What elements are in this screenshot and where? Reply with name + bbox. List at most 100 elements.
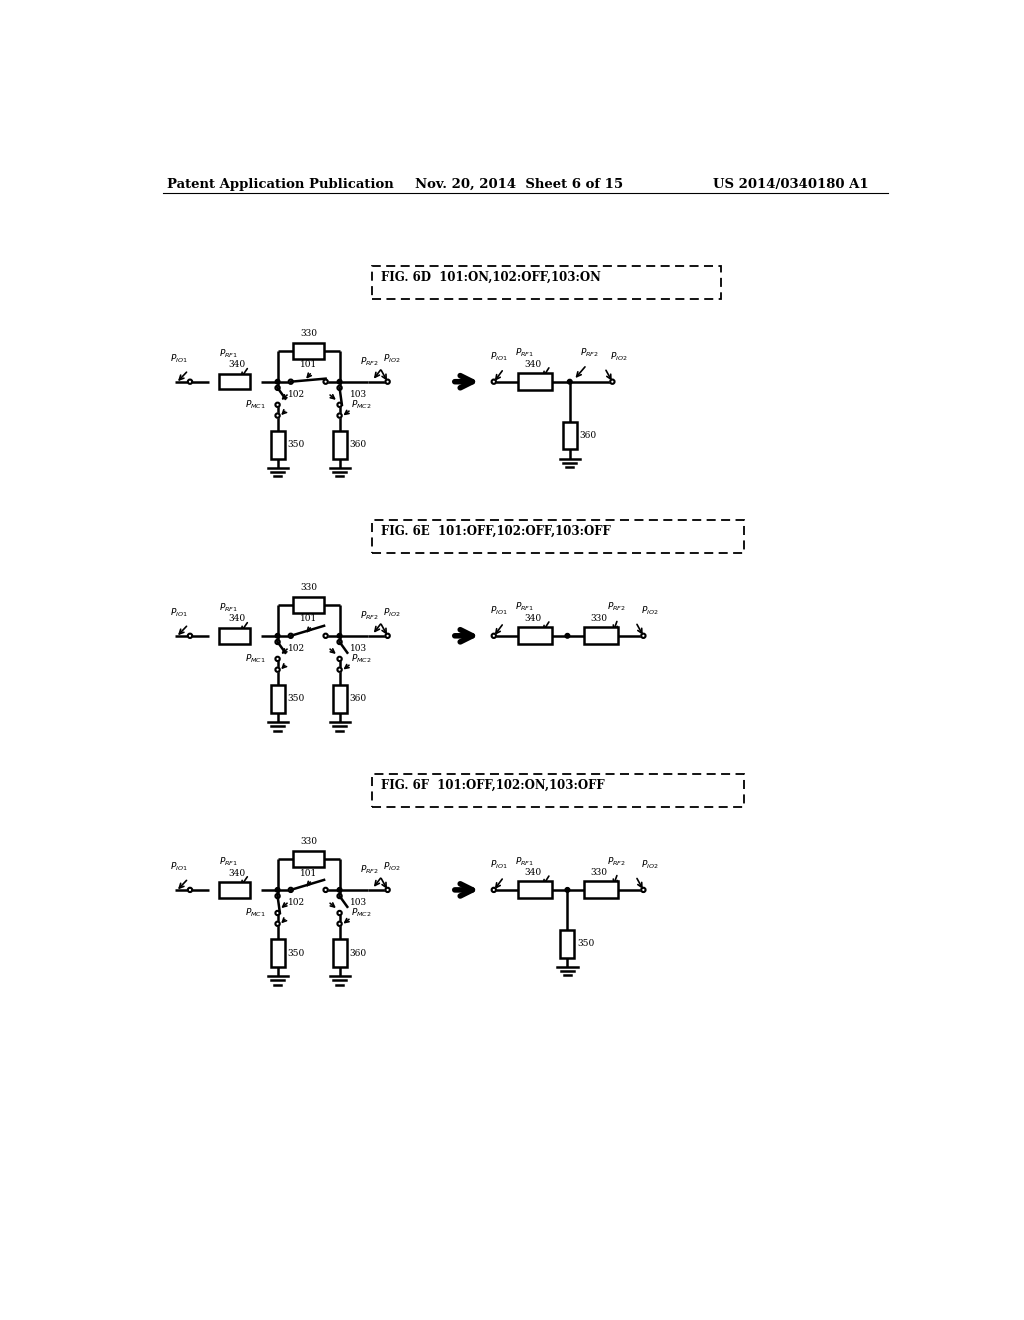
Circle shape [492,380,496,384]
Text: 340: 340 [524,867,542,876]
Text: $P_{RF2}$: $P_{RF2}$ [360,863,379,876]
Circle shape [324,380,328,384]
Text: $P_{RF2}$: $P_{RF2}$ [607,855,626,867]
Text: 103: 103 [350,391,368,399]
Circle shape [289,634,293,638]
Circle shape [565,887,569,892]
Circle shape [275,379,280,384]
Text: $P_{RF1}$: $P_{RF1}$ [219,602,239,614]
Text: $P_{IO1}$: $P_{IO1}$ [170,352,187,364]
Bar [270,432,285,459]
Bar [293,851,324,867]
FancyBboxPatch shape [372,520,744,553]
Bar [584,627,617,644]
Circle shape [385,634,390,638]
Text: FIG. 6F  101:OFF,102:ON,103:OFF: FIG. 6F 101:OFF,102:ON,103:OFF [381,779,605,792]
Text: FIG. 6E  101:OFF,102:OFF,103:OFF: FIG. 6E 101:OFF,102:OFF,103:OFF [381,525,611,539]
FancyBboxPatch shape [372,775,744,807]
Circle shape [337,634,342,638]
Circle shape [641,888,645,892]
Circle shape [337,403,342,407]
Circle shape [275,668,280,672]
Text: 102: 102 [289,899,305,907]
Bar [584,882,617,899]
Text: $P_{IO1}$: $P_{IO1}$ [170,861,187,873]
Bar [219,882,251,898]
Bar [563,422,577,449]
Circle shape [337,887,342,892]
Text: $P_{IO1}$: $P_{IO1}$ [489,605,507,618]
Text: 350: 350 [288,441,305,449]
Text: 103: 103 [350,644,368,653]
Circle shape [324,634,328,638]
Circle shape [610,380,614,384]
Circle shape [275,640,280,644]
Bar [518,374,552,391]
Text: FIG. 6D  101:ON,102:OFF,103:ON: FIG. 6D 101:ON,102:OFF,103:ON [381,271,601,284]
Bar [333,940,346,966]
Bar [333,432,346,459]
Text: 360: 360 [349,949,367,957]
Circle shape [337,413,342,417]
Circle shape [565,634,569,638]
Text: $P_{RF1}$: $P_{RF1}$ [515,855,534,867]
Circle shape [275,657,280,661]
Bar [219,374,251,389]
Circle shape [275,887,280,892]
Text: 103: 103 [350,899,368,907]
Text: 330: 330 [591,614,607,623]
Text: $P_{IO1}$: $P_{IO1}$ [489,351,507,363]
Text: $P_{RF2}$: $P_{RF2}$ [360,610,379,622]
Circle shape [289,380,293,384]
Text: $P_{IO2}$: $P_{IO2}$ [641,605,658,618]
Text: 101: 101 [300,869,316,878]
Text: Patent Application Publication: Patent Application Publication [167,178,393,190]
Text: $P_{IO1}$: $P_{IO1}$ [489,859,507,871]
Text: $P_{MC1}$: $P_{MC1}$ [246,907,266,919]
Text: $P_{IO2}$: $P_{IO2}$ [383,861,400,873]
Circle shape [337,894,342,898]
Text: 340: 340 [228,360,245,370]
Text: 101: 101 [300,615,316,623]
Text: 330: 330 [300,837,317,846]
Circle shape [324,888,328,892]
Circle shape [492,634,496,638]
Circle shape [492,888,496,892]
Circle shape [641,634,645,638]
Bar [333,685,346,713]
Text: $P_{RF2}$: $P_{RF2}$ [580,347,599,359]
Text: 360: 360 [349,694,367,704]
Text: $P_{RF1}$: $P_{RF1}$ [219,855,239,869]
Circle shape [337,668,342,672]
Circle shape [187,634,193,638]
Bar [518,627,552,644]
Text: 340: 340 [524,614,542,623]
Bar [518,882,552,899]
Text: $P_{RF1}$: $P_{RF1}$ [515,601,534,614]
Text: 350: 350 [288,694,305,704]
Circle shape [337,640,342,644]
Circle shape [275,385,280,389]
Circle shape [275,413,280,417]
Text: $P_{IO2}$: $P_{IO2}$ [609,351,628,363]
Text: 350: 350 [578,940,595,948]
Text: $P_{IO1}$: $P_{IO1}$ [170,606,187,619]
Text: 360: 360 [349,441,367,449]
Text: $P_{IO2}$: $P_{IO2}$ [641,859,658,871]
Text: $P_{MC2}$: $P_{MC2}$ [351,652,372,665]
Bar [270,940,285,966]
FancyBboxPatch shape [372,267,721,298]
Circle shape [275,921,280,925]
Circle shape [275,911,280,915]
Circle shape [567,379,572,384]
Circle shape [337,657,342,661]
Circle shape [337,379,342,384]
Circle shape [289,888,293,892]
Text: $P_{MC2}$: $P_{MC2}$ [351,907,372,919]
Text: $P_{MC1}$: $P_{MC1}$ [246,652,266,665]
Text: 340: 340 [524,359,542,368]
Text: $P_{IO2}$: $P_{IO2}$ [383,352,400,364]
Text: 330: 330 [300,583,317,591]
Bar [560,931,574,958]
Text: 330: 330 [300,329,317,338]
